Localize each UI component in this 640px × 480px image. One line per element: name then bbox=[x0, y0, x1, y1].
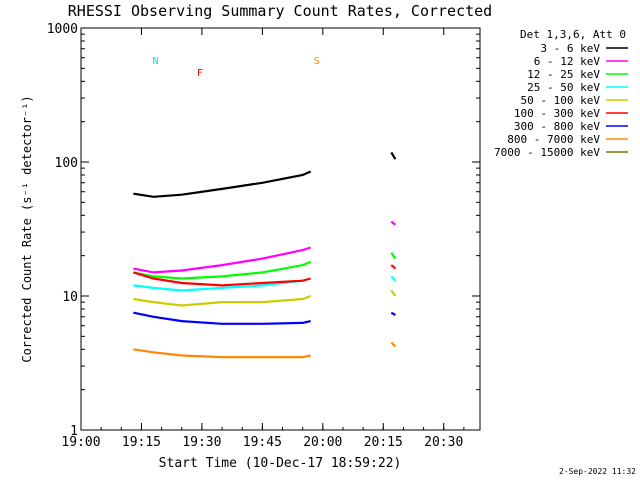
series-line-1 bbox=[133, 246, 312, 274]
legend-entry-label: 12 - 25 keV bbox=[527, 68, 600, 81]
x-tick-label: 20:00 bbox=[303, 435, 342, 450]
series-line-7 bbox=[390, 341, 397, 348]
x-tick-label: 19:15 bbox=[122, 435, 161, 450]
legend-title: Det 1,3,6, Att 0 bbox=[520, 28, 626, 41]
series-line-0 bbox=[133, 170, 312, 198]
series-line-7 bbox=[133, 348, 311, 359]
series-line-2 bbox=[133, 260, 312, 280]
x-tick-label: 19:45 bbox=[243, 435, 282, 450]
x-tick-label: 19:00 bbox=[61, 435, 100, 450]
plot-frame bbox=[80, 27, 481, 431]
series-line-4 bbox=[390, 289, 397, 297]
y-tick-label: 100 bbox=[55, 156, 78, 171]
legend-entry-label: 25 - 50 keV bbox=[527, 81, 600, 94]
annotation-label: N bbox=[153, 56, 159, 67]
series-line-6 bbox=[390, 311, 396, 317]
series-line-6 bbox=[133, 311, 311, 325]
x-tick-label: 19:30 bbox=[182, 435, 221, 450]
y-tick-label: 10 bbox=[62, 290, 78, 305]
legend-entry-label: 300 - 800 keV bbox=[514, 120, 600, 133]
x-tick-label: 20:15 bbox=[364, 435, 403, 450]
x-axis-label: Start Time (10-Dec-17 18:59:22) bbox=[159, 456, 402, 471]
date-stamp: 2-Sep-2022 11:32 bbox=[559, 467, 636, 476]
series-line-4 bbox=[133, 294, 312, 307]
series-line-5 bbox=[390, 264, 397, 270]
chart-title: RHESSI Observing Summary Count Rates, Co… bbox=[68, 2, 492, 20]
annotation-label: F bbox=[197, 68, 203, 79]
legend-entry-label: 100 - 300 keV bbox=[514, 107, 600, 120]
series-line-0 bbox=[390, 151, 397, 160]
series-line-2 bbox=[390, 252, 397, 260]
annotation-label: S bbox=[314, 56, 320, 67]
legend-entry-label: 50 - 100 keV bbox=[521, 94, 601, 107]
legend-entry-label: 7000 - 15000 keV bbox=[494, 146, 600, 159]
y-tick-label: 1000 bbox=[47, 22, 78, 37]
legend-entry-label: 3 - 6 keV bbox=[540, 42, 600, 55]
series-line-5 bbox=[133, 271, 311, 287]
y-tick-label: 1 bbox=[70, 424, 78, 439]
legend-entry-label: 800 - 7000 keV bbox=[507, 133, 600, 146]
legend-entry-label: 6 - 12 keV bbox=[534, 55, 601, 68]
y-axis-label: Corrected Count Rate (s⁻¹ detector⁻¹) bbox=[20, 95, 34, 362]
series-line-3 bbox=[390, 275, 397, 282]
x-tick-label: 20:30 bbox=[424, 435, 463, 450]
series-line-1 bbox=[390, 220, 397, 226]
